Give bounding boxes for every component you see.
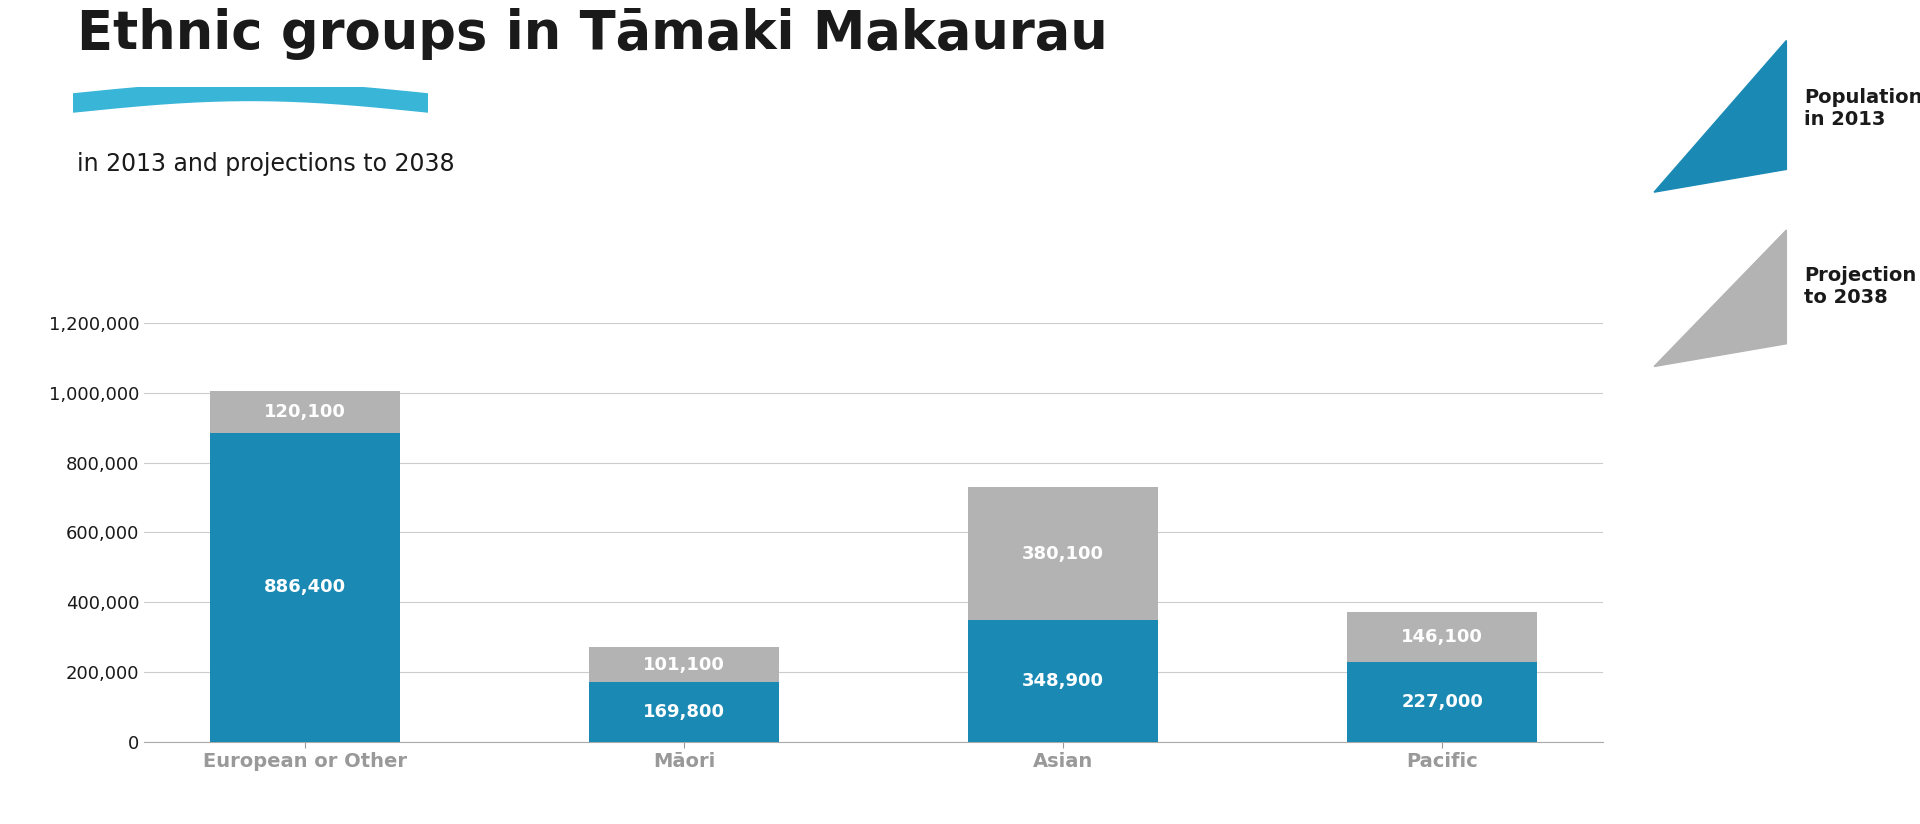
Bar: [1348, 611, 1536, 662]
Polygon shape: [1653, 40, 1786, 192]
Polygon shape: [1653, 230, 1786, 367]
Text: 169,800: 169,800: [643, 703, 726, 721]
Bar: [211, 433, 399, 742]
Bar: [589, 682, 780, 742]
Text: 348,900: 348,900: [1021, 672, 1104, 690]
Text: in 2013 and projections to 2038: in 2013 and projections to 2038: [77, 152, 455, 176]
Bar: [589, 647, 780, 682]
Text: 101,100: 101,100: [643, 656, 726, 674]
Text: 227,000: 227,000: [1402, 693, 1482, 711]
Text: 120,100: 120,100: [265, 403, 346, 421]
Text: Ethnic groups in Tāmaki Makaurau: Ethnic groups in Tāmaki Makaurau: [77, 8, 1108, 60]
Bar: [211, 391, 399, 433]
Bar: [1348, 662, 1536, 742]
Bar: [968, 620, 1158, 742]
Text: Population
in 2013: Population in 2013: [1803, 88, 1920, 129]
Bar: [968, 488, 1158, 620]
Text: 146,100: 146,100: [1402, 628, 1482, 646]
Text: Projection
to 2038: Projection to 2038: [1803, 266, 1916, 307]
Text: 380,100: 380,100: [1021, 545, 1104, 563]
Text: 886,400: 886,400: [265, 578, 346, 596]
